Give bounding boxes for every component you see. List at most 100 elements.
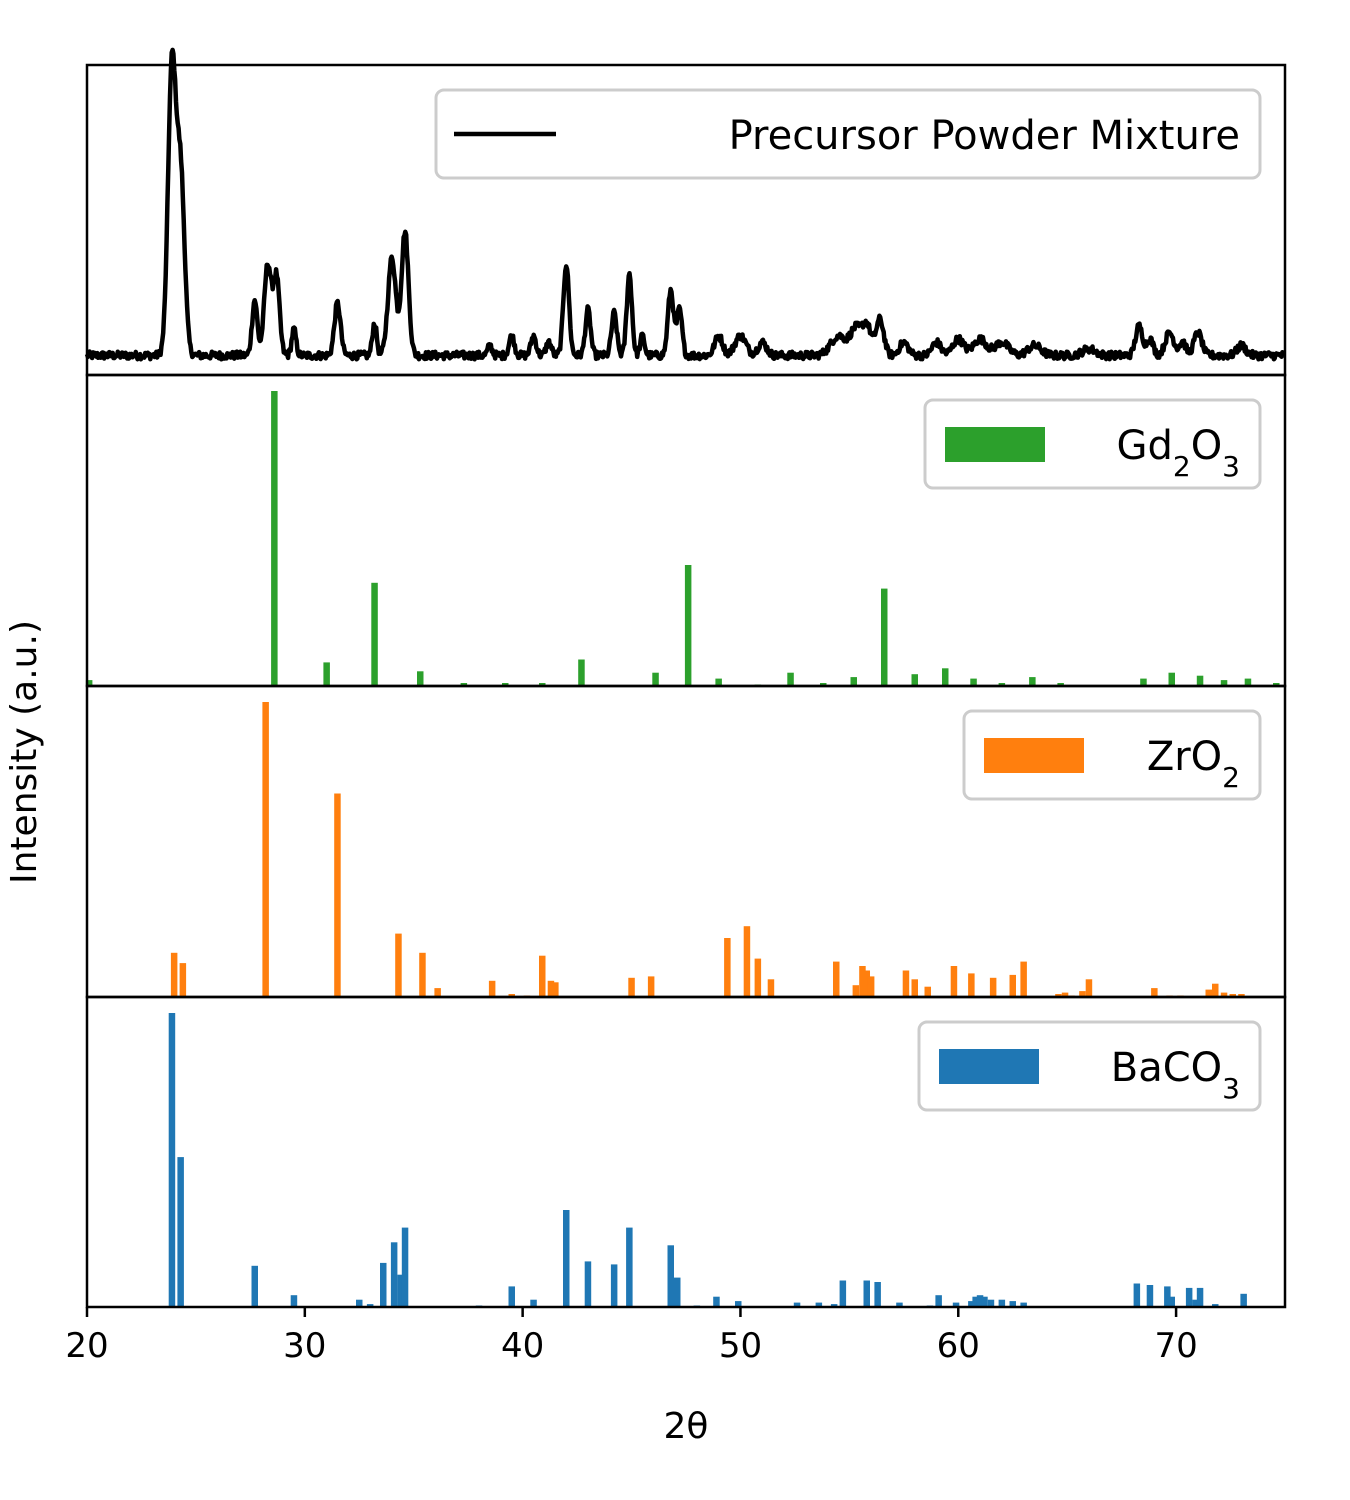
bar-zro2-63 bbox=[1020, 961, 1027, 997]
bar-zro2-58 bbox=[911, 979, 918, 997]
x-tick-label-50: 50 bbox=[719, 1326, 762, 1366]
legend-box bbox=[917, 1020, 1262, 1112]
series-line-precursor bbox=[84, 47, 1287, 362]
bar-zro2-50.8 bbox=[754, 958, 762, 997]
bar-baco3-46.8 bbox=[667, 1245, 674, 1307]
bar-baco3-34.1 bbox=[390, 1242, 398, 1307]
bar-zro2-41.5 bbox=[552, 982, 559, 998]
legend-label: BaCO3 bbox=[1111, 1045, 1240, 1105]
bar-baco3-49.9 bbox=[735, 1301, 742, 1307]
panel-zro2: ZrO2 bbox=[85, 684, 1287, 999]
legend-color-swatch bbox=[945, 427, 1045, 462]
bar-gd2o3-59.4 bbox=[942, 668, 949, 686]
bar-baco3-61.2 bbox=[981, 1296, 988, 1307]
bar-gd2o3-47.6 bbox=[684, 565, 692, 686]
bar-gd2o3-56.6 bbox=[881, 588, 888, 686]
bar-zro2-73 bbox=[1238, 994, 1245, 997]
bar-baco3-70.9 bbox=[1192, 1299, 1199, 1307]
legend-zro2: ZrO2 bbox=[962, 709, 1262, 801]
bar-gd2o3-69.8 bbox=[1168, 672, 1175, 686]
bar-baco3-47.1 bbox=[674, 1277, 681, 1307]
bar-zro2-24 bbox=[170, 952, 178, 998]
bar-zro2-69 bbox=[1151, 988, 1158, 997]
bar-gd2o3-58 bbox=[911, 674, 918, 686]
bar-gd2o3-53.8 bbox=[820, 683, 827, 686]
bar-baco3-63 bbox=[1020, 1302, 1027, 1307]
panel-precursor-powder-mixture: Precursor Powder Mixture bbox=[84, 47, 1287, 377]
bar-baco3-43 bbox=[584, 1261, 592, 1307]
legend-text-subscript: 3 bbox=[1222, 1072, 1240, 1105]
bar-zro2-62.5 bbox=[1009, 974, 1016, 997]
bar-baco3-32.5 bbox=[356, 1299, 363, 1307]
bar-baco3-33 bbox=[366, 1304, 374, 1307]
legend-text-main: ZrO bbox=[1147, 734, 1222, 780]
panel-gd2o3: Gd2O3 bbox=[85, 373, 1287, 688]
bar-gd2o3-28.6 bbox=[271, 391, 278, 686]
bar-baco3-71.8 bbox=[1212, 1304, 1219, 1307]
bar-zro2-38.6 bbox=[488, 980, 496, 997]
x-tick-label-40: 40 bbox=[501, 1326, 544, 1366]
bar-gd2o3-71.1 bbox=[1196, 675, 1204, 686]
bar-baco3-60.8 bbox=[972, 1296, 979, 1307]
bar-zro2-31.5 bbox=[334, 793, 341, 997]
bar-zro2-49.4 bbox=[724, 938, 731, 997]
bar-baco3-56.3 bbox=[874, 1282, 881, 1307]
legend-text-main: Precursor Powder Mixture bbox=[729, 113, 1240, 159]
bar-zro2-34.3 bbox=[395, 933, 402, 997]
legend-gd2o3: Gd2O3 bbox=[923, 398, 1262, 490]
bar-zro2-45.9 bbox=[647, 976, 655, 997]
legend-label: Gd2O3 bbox=[1116, 423, 1240, 483]
legend-text-subscript: 2 bbox=[1173, 450, 1191, 483]
legend-box bbox=[434, 88, 1262, 180]
bar-zro2-40.9 bbox=[539, 955, 546, 997]
bar-baco3-52.6 bbox=[793, 1302, 801, 1307]
legend-text-mid: O bbox=[1191, 423, 1222, 469]
bar-baco3-34.6 bbox=[401, 1227, 409, 1307]
bar-zro2-24.4 bbox=[179, 963, 187, 997]
bar-baco3-59.9 bbox=[952, 1302, 960, 1307]
bar-zro2-55.8 bbox=[863, 970, 870, 997]
bar-baco3-59.1 bbox=[935, 1295, 942, 1307]
bar-zro2-28.2 bbox=[262, 702, 269, 997]
bar-baco3-73.1 bbox=[1240, 1293, 1247, 1307]
bar-baco3-29.5 bbox=[290, 1295, 298, 1307]
bar-gd2o3-49 bbox=[715, 678, 722, 686]
bar-zro2-71.5 bbox=[1205, 989, 1212, 997]
bar-zro2-50.3 bbox=[743, 926, 751, 997]
legend-color-swatch bbox=[939, 1049, 1039, 1084]
bar-baco3-69.6 bbox=[1164, 1286, 1171, 1307]
bar-gd2o3-31 bbox=[323, 662, 330, 686]
bar-baco3-71.1 bbox=[1196, 1287, 1204, 1307]
bar-baco3-48.9 bbox=[713, 1296, 720, 1307]
legend-label: Precursor Powder Mixture bbox=[729, 113, 1240, 159]
bar-gd2o3-20.1 bbox=[85, 680, 93, 686]
bar-zro2-55.3 bbox=[852, 985, 860, 997]
bar-gd2o3-35.3 bbox=[417, 671, 424, 687]
legend-baco3: BaCO3 bbox=[917, 1020, 1262, 1112]
legend-label: ZrO2 bbox=[1147, 734, 1240, 794]
bar-zro2-36.1 bbox=[434, 988, 441, 997]
bar-zro2-57.6 bbox=[902, 970, 910, 997]
bar-gd2o3-73.3 bbox=[1244, 678, 1252, 686]
bar-gd2o3-62 bbox=[998, 683, 1006, 686]
bar-gd2o3-37.3 bbox=[460, 683, 468, 686]
bar-zro2-45 bbox=[628, 977, 635, 997]
bar-baco3-39.5 bbox=[508, 1286, 515, 1307]
bar-zro2-72.6 bbox=[1229, 994, 1236, 997]
x-axis: 20 30 40 50 60 70 bbox=[65, 1307, 1198, 1366]
bar-zro2-39.5 bbox=[508, 994, 515, 997]
legend-text-subscript: 2 bbox=[1222, 761, 1240, 794]
legend-precursor-powder-mixture: Precursor Powder Mixture bbox=[434, 88, 1262, 180]
x-tick-label-60: 60 bbox=[937, 1326, 980, 1366]
bar-baco3-54.3 bbox=[830, 1304, 838, 1307]
bar-zro2-59.8 bbox=[950, 966, 958, 997]
x-tick-label-30: 30 bbox=[283, 1326, 326, 1366]
bar-baco3-42 bbox=[563, 1210, 570, 1307]
bar-gd2o3-42.7 bbox=[578, 659, 585, 686]
panel-baco3: BaCO3 bbox=[85, 995, 1287, 1309]
bar-gd2o3-63.4 bbox=[1029, 677, 1036, 686]
legend-text-subscript: 3 bbox=[1222, 450, 1240, 483]
bar-baco3-27.7 bbox=[251, 1265, 258, 1307]
